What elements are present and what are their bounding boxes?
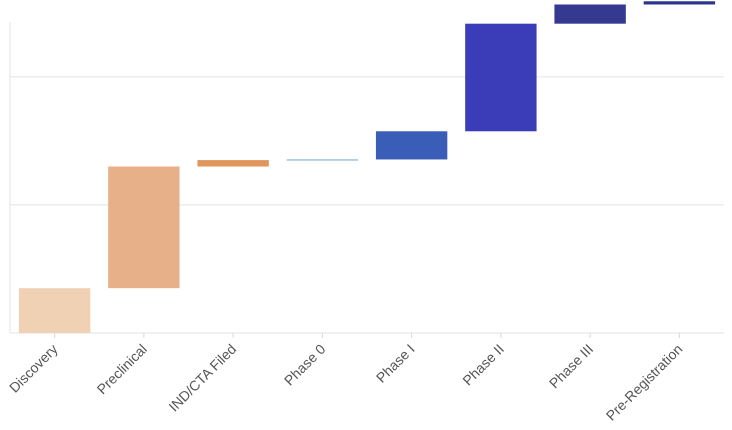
bar-pre-registration (643, 1, 716, 5)
bar-discovery (18, 288, 91, 333)
x-tick-label: Discovery (6, 341, 61, 396)
bar-preclinical (108, 166, 180, 289)
x-tick-labels: Discovery Preclinical IND/CTA Filed Phase 0… (6, 341, 686, 424)
bar-phase-0 (286, 159, 359, 161)
bar-ind-cta-filed (197, 160, 269, 167)
x-tick-label: Phase 0 (281, 341, 329, 389)
x-tick-label: Preclinical (94, 341, 150, 397)
x-tick-label: Phase I (373, 341, 418, 386)
x-tick-label: Pre-Registration (603, 341, 686, 424)
x-tick-label: Phase II (459, 341, 507, 389)
bar-phase-iii (554, 4, 626, 24)
x-tick-label: Phase III (546, 341, 596, 391)
bars (18, 1, 716, 333)
bar-phase-ii (465, 23, 537, 132)
bar-phase-i (375, 131, 448, 160)
x-tick-label: IND/CTA Filed (165, 341, 239, 415)
axes (9, 22, 724, 338)
